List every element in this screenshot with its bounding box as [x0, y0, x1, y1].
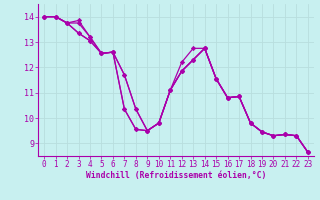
X-axis label: Windchill (Refroidissement éolien,°C): Windchill (Refroidissement éolien,°C)	[86, 171, 266, 180]
